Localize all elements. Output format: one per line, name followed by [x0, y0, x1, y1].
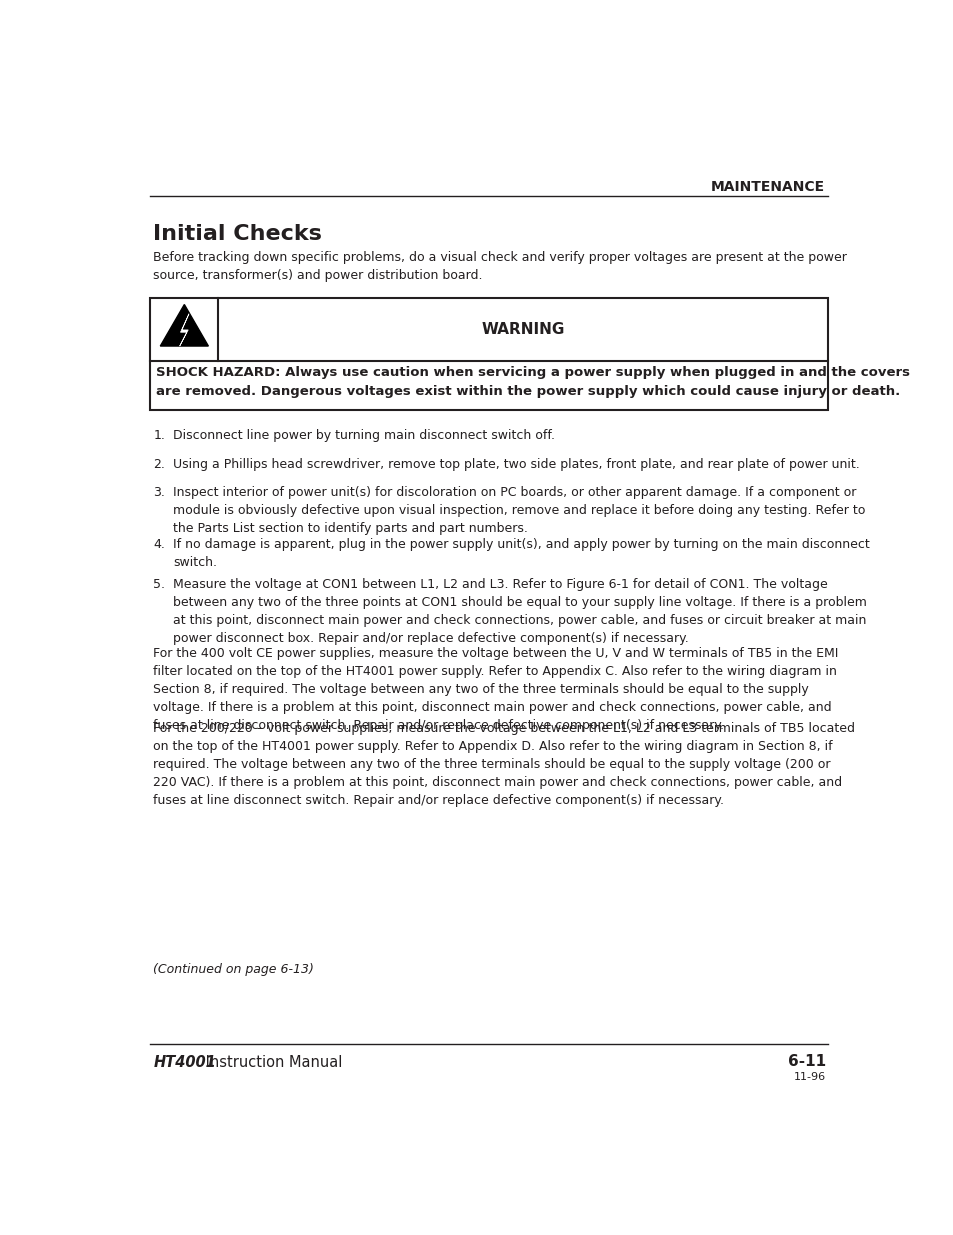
Text: Instruction Manual: Instruction Manual [201, 1055, 342, 1071]
Text: Inspect interior of power unit(s) for discoloration on PC boards, or other appar: Inspect interior of power unit(s) for di… [173, 487, 865, 535]
Text: 11-96: 11-96 [793, 1072, 825, 1082]
Text: For the 400 volt CE power supplies, measure the voltage between the U, V and W t: For the 400 volt CE power supplies, meas… [153, 647, 838, 732]
Bar [150, 299, 827, 410]
Text: Before tracking down specific problems, do a visual check and verify proper volt: Before tracking down specific problems, … [153, 251, 846, 282]
Text: WARNING: WARNING [481, 322, 564, 337]
Text: 2.: 2. [153, 458, 165, 471]
Text: Disconnect line power by turning main disconnect switch off.: Disconnect line power by turning main di… [173, 430, 555, 442]
Text: 3.: 3. [153, 487, 165, 499]
Text: 6-11: 6-11 [787, 1055, 825, 1070]
Text: SHOCK HAZARD: Always use caution when servicing a power supply when plugged in a: SHOCK HAZARD: Always use caution when se… [156, 366, 909, 398]
Text: Using a Phillips head screwdriver, remove top plate, two side plates, front plat: Using a Phillips head screwdriver, remov… [173, 458, 860, 471]
Text: 4.: 4. [153, 537, 165, 551]
Text: For the 200/220 – volt power supplies, measure the voltage between the L1, L2 an: For the 200/220 – volt power supplies, m… [153, 721, 855, 806]
Polygon shape [179, 314, 189, 346]
Text: If no damage is apparent, plug in the power supply unit(s), and apply power by t: If no damage is apparent, plug in the po… [173, 537, 869, 569]
Text: MAINTENANCE: MAINTENANCE [710, 180, 823, 194]
Text: (Continued on page 6-13): (Continued on page 6-13) [153, 963, 314, 976]
Polygon shape [160, 305, 208, 346]
Text: Initial Checks: Initial Checks [153, 224, 322, 243]
Text: 5.: 5. [153, 578, 165, 590]
Text: HT4001: HT4001 [153, 1055, 216, 1071]
Text: Measure the voltage at CON1 between L1, L2 and L3. Refer to Figure 6-1 for detai: Measure the voltage at CON1 between L1, … [173, 578, 866, 645]
Text: 1.: 1. [153, 430, 165, 442]
